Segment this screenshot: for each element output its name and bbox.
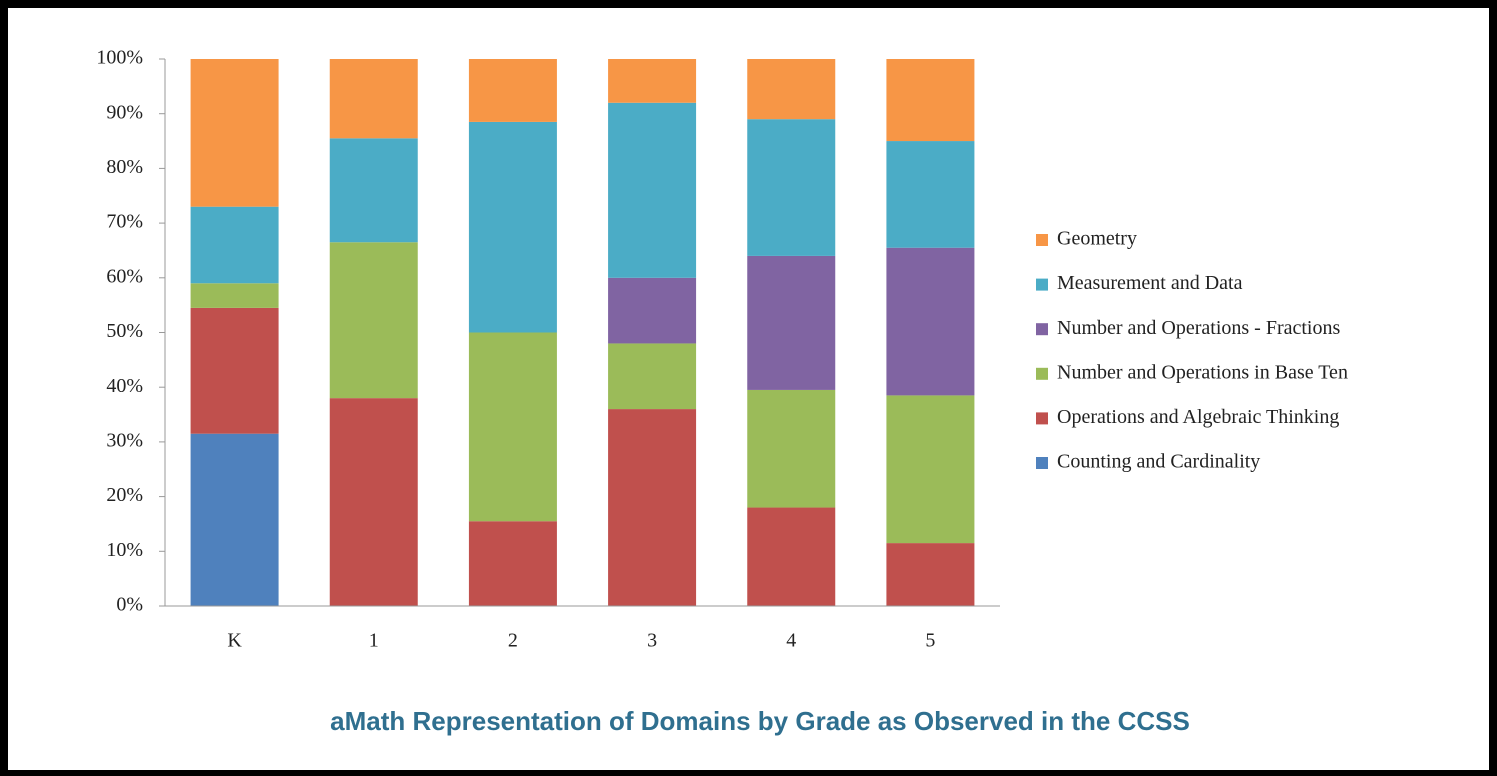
bar-segment [608, 343, 697, 410]
y-tick-label: 0% [116, 594, 143, 616]
bar-segment [608, 59, 697, 103]
bar-segment [190, 433, 279, 606]
bar-segment [190, 307, 279, 434]
bar-segment [329, 59, 418, 139]
y-tick-label: 20% [106, 484, 143, 506]
bar-segment [747, 255, 836, 390]
y-tick-label: 100% [96, 47, 143, 69]
bar-segment [329, 398, 418, 606]
bar-segment [608, 277, 697, 344]
bar-segment [190, 206, 279, 284]
y-tick-label: 70% [106, 211, 143, 233]
legend-label: Number and Operations - Fractions [1057, 317, 1340, 339]
legend-swatch [1036, 412, 1048, 425]
x-tick-label: 1 [369, 630, 379, 652]
y-tick-label: 60% [106, 265, 143, 287]
legend-swatch [1036, 457, 1048, 469]
chart-title: aMath Representation of Domains by Grade… [330, 706, 1190, 736]
x-tick-label: K [227, 630, 242, 652]
y-tick-label: 90% [106, 101, 143, 123]
bar-segment [886, 59, 975, 142]
bar-segment [747, 119, 836, 256]
bar-segment [329, 242, 418, 399]
bar-segment [190, 59, 279, 207]
x-tick-label: 3 [647, 630, 657, 652]
x-tick-label: 5 [925, 630, 935, 652]
bar-segment [468, 521, 557, 606]
bar-segment [468, 121, 557, 333]
bar-segment [190, 283, 279, 308]
bar-segment [747, 59, 836, 120]
legend-swatch [1036, 278, 1048, 291]
legend-swatch [1036, 367, 1048, 380]
bar-segment [468, 332, 557, 522]
x-tick-label: 2 [508, 630, 518, 652]
bar-segment [329, 138, 418, 243]
y-tick-label: 40% [106, 375, 143, 397]
x-tick-label: 4 [786, 630, 796, 652]
bar-segment [886, 247, 975, 396]
y-tick-label: 30% [106, 429, 143, 451]
bar-segment [468, 59, 557, 122]
bar-segment [747, 507, 836, 606]
y-tick-label: 50% [106, 320, 143, 342]
legend-label: Measurement and Data [1057, 272, 1243, 294]
bar-segment [608, 102, 697, 278]
y-tick-label: 10% [106, 539, 143, 561]
legend-label: Number and Operations in Base Ten [1057, 361, 1348, 383]
legend-label: Geometry [1057, 228, 1137, 250]
bar-segment [886, 543, 975, 606]
y-tick-label: 80% [106, 156, 143, 178]
bar-segment [747, 389, 836, 508]
bar-segment [608, 409, 697, 606]
legend-swatch [1036, 323, 1048, 336]
legend-label: Counting and Cardinality [1057, 451, 1260, 473]
bar-segment [886, 395, 975, 544]
legend-swatch [1036, 234, 1048, 246]
bar-segment [886, 141, 975, 248]
legend-label: Operations and Algebraic Thinking [1057, 406, 1339, 428]
